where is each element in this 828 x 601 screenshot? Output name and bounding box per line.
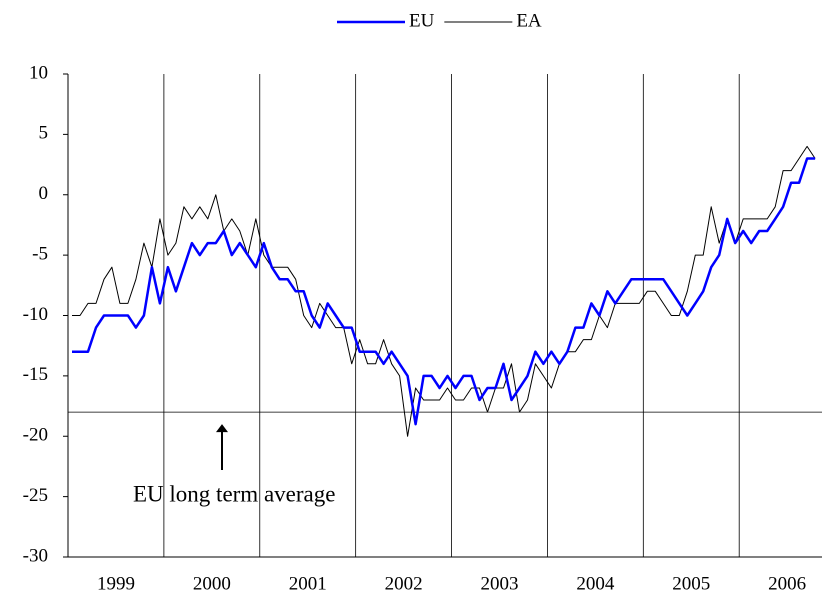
y-tick-label: 0	[39, 183, 49, 204]
y-tick-label: -15	[23, 364, 48, 385]
y-tick-label: 10	[29, 62, 48, 83]
y-tick-label: -20	[23, 425, 48, 446]
x-tick-label: 2005	[672, 573, 710, 594]
x-tick-label: 1999	[97, 573, 135, 594]
x-tick-label: 2004	[576, 573, 615, 594]
legend-label: EU	[409, 10, 435, 31]
annotation: EU long term average	[133, 481, 335, 506]
series-line	[72, 157, 816, 426]
y-tick-label: -30	[23, 545, 48, 566]
x-tick-label: 2000	[193, 573, 231, 594]
x-tick-label: 2006	[768, 573, 806, 594]
arrow-head	[216, 424, 228, 433]
x-tick-label: 2001	[289, 573, 327, 594]
x-tick-label: 2003	[480, 573, 518, 594]
legend-label: EA	[516, 10, 542, 31]
y-tick-label: -10	[23, 304, 48, 325]
x-tick-label: 2002	[385, 573, 423, 594]
series-line	[72, 145, 816, 437]
y-tick-label: 5	[39, 123, 49, 144]
y-tick-label: -25	[23, 485, 48, 506]
y-tick-label: -5	[32, 243, 48, 264]
